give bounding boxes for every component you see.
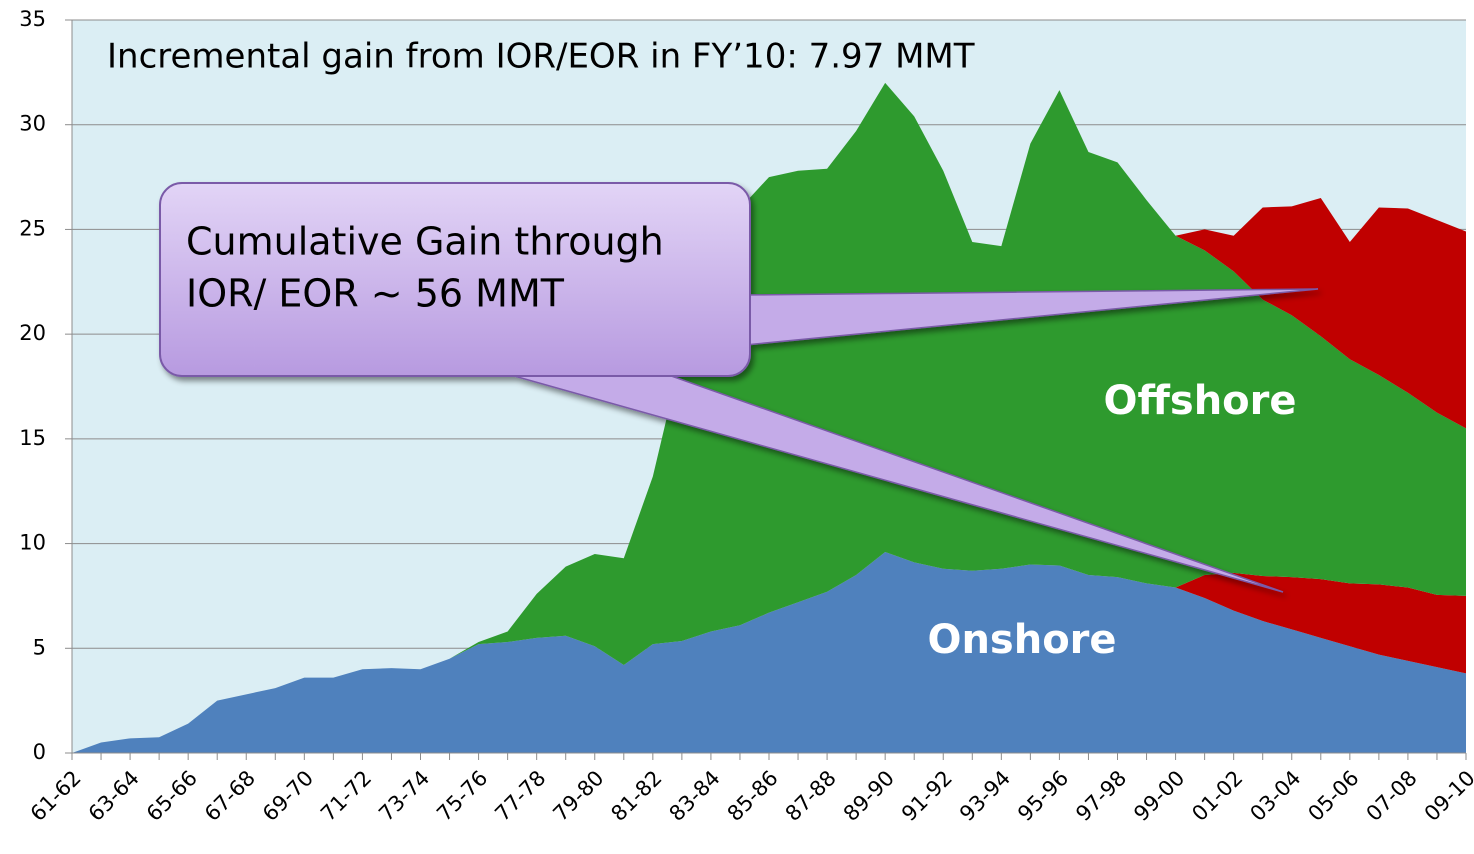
x-tick-label: 03-04 [1245, 766, 1305, 826]
callout-box [159, 182, 751, 377]
x-tick-label: 71-72 [316, 766, 376, 826]
y-tick-label: 0 [33, 740, 46, 764]
x-tick-label: 91-92 [897, 766, 957, 826]
x-tick-label: 85-86 [723, 766, 783, 826]
callout-text: Cumulative Gain through [186, 220, 664, 264]
x-tick-label: 83-84 [665, 766, 725, 826]
y-tick-label: 25 [19, 216, 46, 240]
x-tick-label: 01-02 [1187, 766, 1247, 826]
series-label: Onshore [927, 617, 1116, 663]
x-tick-label: 05-06 [1303, 766, 1363, 826]
x-tick-label: 75-76 [432, 766, 492, 826]
x-tick-label: 93-94 [955, 766, 1015, 826]
y-tick-label: 35 [19, 7, 46, 31]
annotation: Incremental gain from IOR/EOR in FY’10: … [107, 37, 975, 77]
area [72, 551, 1466, 753]
x-tick-label: 07-08 [1362, 766, 1422, 826]
y-tick-label: 20 [19, 321, 46, 345]
series-label: Offshore [1103, 378, 1296, 424]
x-tick-label: 09-10 [1420, 766, 1474, 826]
callout [159, 182, 1319, 593]
x-tick-label: 79-80 [548, 766, 608, 826]
y-tick-label: 15 [19, 426, 46, 450]
x-tick-label: 67-68 [200, 766, 260, 826]
x-tick-label: 73-74 [374, 766, 434, 826]
x-tick-label: 65-66 [142, 766, 202, 826]
x-tick-label: 97-98 [1071, 766, 1131, 826]
x-tick-label: 61-62 [26, 766, 86, 826]
x-tick-label: 95-96 [1013, 766, 1073, 826]
callout-text: IOR/ EOR ~ 56 MMT [186, 272, 565, 316]
x-tick-label: 77-78 [490, 766, 550, 826]
x-tick-label: 89-90 [839, 766, 899, 826]
x-tick-label: 87-88 [781, 766, 841, 826]
x-tick-label: 63-64 [84, 766, 144, 826]
x-tick-label: 81-82 [606, 766, 666, 826]
y-tick-label: 5 [33, 635, 46, 659]
y-tick-label: 10 [19, 531, 46, 555]
y-tick-label: 30 [19, 112, 46, 136]
x-tick-label: 99-00 [1129, 766, 1189, 826]
x-tick-label: 69-70 [258, 766, 318, 826]
